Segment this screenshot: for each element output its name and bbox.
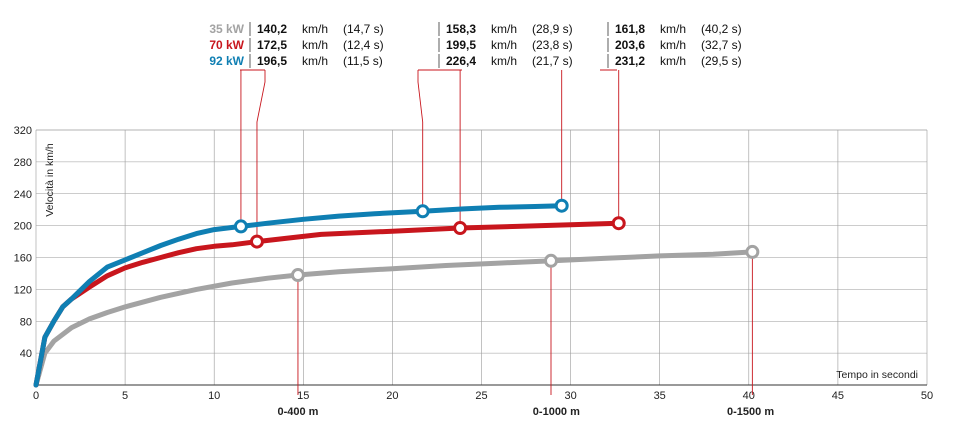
x-tick-label: 0	[33, 390, 39, 402]
legend-unit: km/h	[660, 54, 686, 68]
x-tick-label: 25	[475, 390, 487, 402]
series-layer	[33, 203, 755, 388]
leader-layer	[240, 69, 753, 395]
legend-series-label: 35 kW	[209, 22, 244, 36]
x-tick-label: 10	[208, 390, 220, 402]
y-tick-label: 280	[14, 157, 32, 169]
x-tick-label: 50	[921, 390, 933, 402]
legend-series-label: 70 kW	[209, 38, 244, 52]
legend-layer: 35 kW 140,2 km/h (14,7 s) 158,3 km/h (28,9 s) 1…	[209, 22, 742, 68]
marker-layer	[233, 198, 760, 283]
legend-speed-value: 140,2	[257, 22, 287, 36]
legend-unit: km/h	[660, 22, 686, 36]
legend-time-value: (14,7 s)	[343, 22, 384, 36]
distance-label: 0-1500 m	[727, 406, 774, 418]
distance-label: 0-400 m	[277, 406, 318, 418]
legend-speed-value: 203,6	[615, 38, 645, 52]
legend-time-value: (32,7 s)	[701, 38, 742, 52]
legend-speed-value: 231,2	[615, 54, 645, 68]
legend-time-value: (12,4 s)	[343, 38, 384, 52]
series-line-35kw	[33, 249, 755, 388]
legend-unit: km/h	[302, 38, 328, 52]
legend-speed-value: 172,5	[257, 38, 287, 52]
x-tick-label: 30	[564, 390, 576, 402]
x-tick-label: 45	[832, 390, 844, 402]
data-point-marker	[249, 234, 264, 249]
data-point-marker	[543, 253, 558, 268]
data-point-marker	[290, 268, 305, 283]
legend-time-value: (40,2 s)	[701, 22, 742, 36]
data-point-marker	[453, 221, 468, 236]
y-axis-label: Velocità in km/h	[44, 143, 56, 217]
legend-speed-value: 161,8	[615, 22, 645, 36]
y-tick-label: 160	[14, 253, 32, 265]
leader-line	[256, 70, 266, 242]
axis-layer: 0 5 10 15 20 25 30 35 40 45 50 40 80 120 160 200 240 280 3…	[14, 125, 933, 418]
legend-time-value: (28,9 s)	[532, 22, 573, 36]
x-tick-label: 35	[654, 390, 666, 402]
x-tick-label: 5	[122, 390, 128, 402]
legend-time-value: (21,7 s)	[532, 54, 573, 68]
legend-unit: km/h	[302, 22, 328, 36]
y-tick-label: 40	[20, 348, 32, 360]
legend-speed-value: 226,4	[446, 54, 476, 68]
y-tick-label: 240	[14, 189, 32, 201]
legend-series-label: 92 kW	[209, 54, 244, 68]
legend-unit: km/h	[491, 38, 517, 52]
x-tick-label: 15	[297, 390, 309, 402]
data-point-marker	[233, 219, 248, 234]
y-tick-label: 80	[20, 316, 32, 328]
data-point-marker	[554, 198, 569, 213]
legend-speed-value: 196,5	[257, 54, 287, 68]
legend-time-value: (23,8 s)	[532, 38, 573, 52]
data-point-marker	[611, 216, 626, 231]
series-line-92kw	[33, 203, 565, 388]
y-tick-label: 320	[14, 125, 32, 137]
legend-time-value: (11,5 s)	[343, 54, 383, 68]
x-tick-label: 20	[386, 390, 398, 402]
y-tick-label: 200	[14, 221, 32, 233]
leader-line	[417, 70, 424, 212]
legend-unit: km/h	[302, 54, 328, 68]
y-tick-label: 120	[14, 284, 32, 296]
data-point-marker	[745, 244, 760, 259]
legend-unit: km/h	[660, 38, 686, 52]
x-axis-label: Tempo in secondi	[836, 369, 918, 381]
legend-time-value: (29,5 s)	[701, 54, 742, 68]
legend-unit: km/h	[491, 22, 517, 36]
data-point-marker	[415, 204, 430, 219]
legend-speed-value: 158,3	[446, 22, 476, 36]
x-tick-label: 40	[743, 390, 755, 402]
legend-speed-value: 199,5	[446, 38, 476, 52]
distance-label: 0-1000 m	[533, 406, 580, 418]
legend-unit: km/h	[491, 54, 517, 68]
series-line-70kw	[33, 220, 622, 388]
